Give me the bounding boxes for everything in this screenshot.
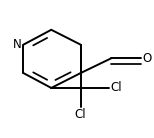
Text: O: O <box>142 52 152 65</box>
Text: Cl: Cl <box>75 108 86 121</box>
Text: Cl: Cl <box>110 81 122 94</box>
Text: N: N <box>13 38 22 51</box>
